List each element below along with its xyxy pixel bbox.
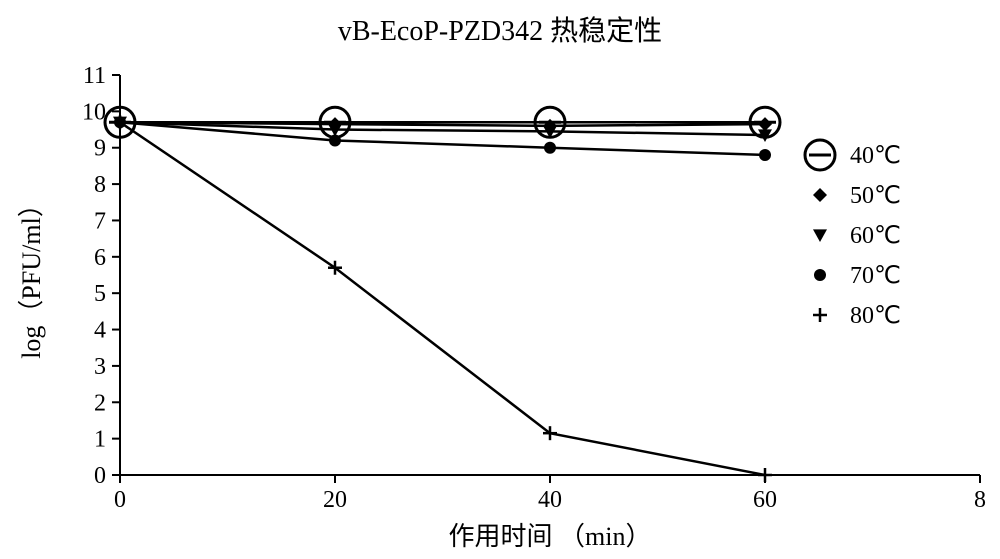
y-tick-label: 8	[94, 172, 106, 198]
series-line-70℃	[120, 122, 765, 155]
legend-label: 80℃	[850, 303, 901, 329]
y-tick-label: 11	[83, 63, 106, 89]
chart-title: vB-EcoP-PZD342 热稳定性	[338, 15, 662, 47]
thermal-stability-chart: vB-EcoP-PZD342 热稳定性 0 1 2 3 4 5 6 7 8 9 10 11 0 20 40 60…	[0, 0, 1000, 559]
marker-circle	[544, 142, 556, 154]
marker-open-ring	[805, 140, 835, 170]
y-tick-label: 4	[94, 318, 106, 344]
marker-triangle-down	[813, 229, 827, 242]
y-tick-label: 7	[94, 208, 106, 234]
y-tick-label: 9	[94, 136, 106, 162]
marker-cross	[758, 468, 772, 482]
x-tick-label: 60	[753, 487, 777, 513]
marker-cross	[813, 308, 827, 322]
y-tick-label: 3	[94, 354, 106, 380]
legend-label: 40℃	[850, 143, 901, 169]
chart-svg: vB-EcoP-PZD342 热稳定性 0 1 2 3 4 5 6 7 8 9 10 11 0 20 40 60…	[0, 0, 1000, 559]
y-tick-label: 1	[94, 427, 106, 453]
y-tick-label: 10	[82, 99, 106, 125]
x-tick-label: 8	[974, 487, 986, 513]
legend-label: 50℃	[850, 183, 901, 209]
marker-diamond	[813, 188, 827, 202]
x-tick-label: 40	[538, 487, 562, 513]
marker-diamond	[758, 117, 772, 131]
y-tick-label: 0	[94, 463, 106, 489]
y-tick-label: 5	[94, 281, 106, 307]
y-tick-label: 2	[94, 390, 106, 416]
marker-circle	[814, 269, 826, 281]
legend-label: 70℃	[850, 263, 901, 289]
y-axis-label: log（PFU/ml）	[17, 191, 46, 359]
x-axis-label: 作用时间 （min）	[449, 522, 652, 551]
y-tick-label: 6	[94, 245, 106, 271]
x-tick-label: 20	[323, 487, 347, 513]
marker-circle	[329, 134, 341, 146]
series-line-80℃	[120, 122, 765, 475]
marker-circle	[759, 149, 771, 161]
x-tick-label: 0	[114, 487, 126, 513]
legend-label: 60℃	[850, 223, 901, 249]
